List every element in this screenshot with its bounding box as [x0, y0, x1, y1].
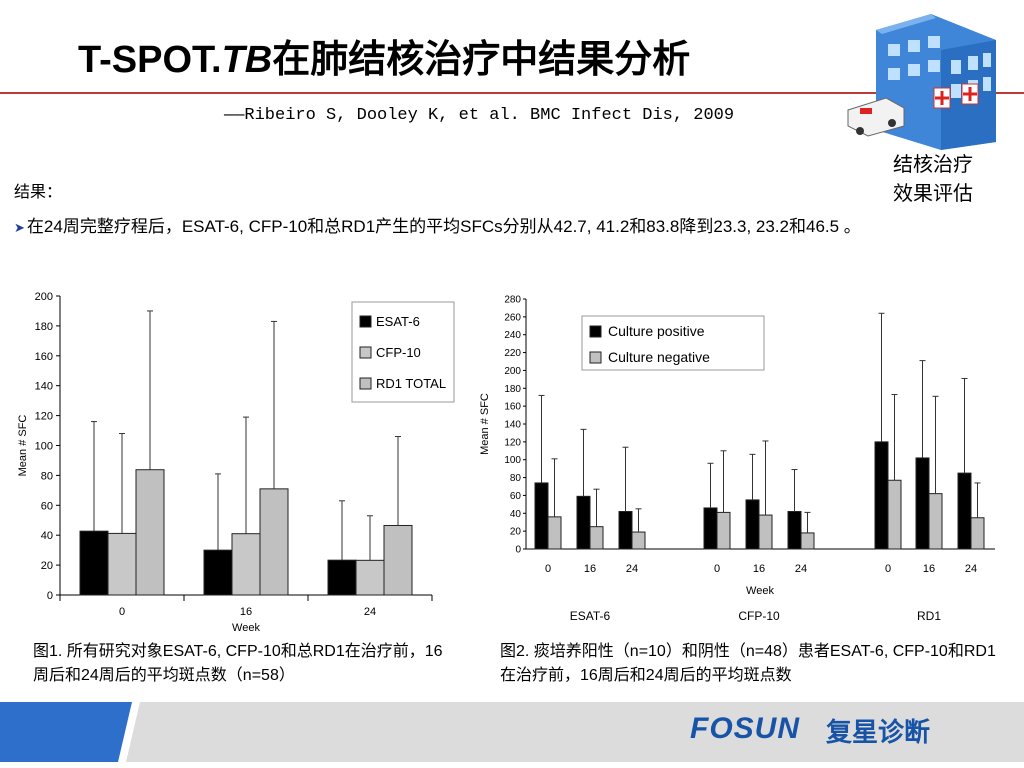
bar [758, 514, 773, 550]
y-tick-label: 0 [47, 590, 53, 602]
bar [231, 533, 261, 596]
bar [745, 499, 760, 550]
y-tick-label: 220 [504, 348, 521, 359]
bar [327, 559, 357, 596]
bullet-text: 在24周完整疗程后，ESAT-6, CFP-10和总RD1产生的平均SFCs分别… [26, 217, 861, 236]
bullet-arrow-icon: ➤ [14, 220, 25, 235]
bar [887, 479, 902, 550]
bar [928, 493, 943, 550]
group-label: CFP-10 [738, 609, 780, 623]
brand-logo: FOSUN [690, 712, 800, 745]
y-axis-label: Mean # SFC [479, 393, 491, 455]
legend-swatch [359, 377, 372, 390]
y-tick-label: 20 [510, 527, 522, 538]
y-tick-label: 240 [504, 330, 521, 341]
hospital-caption: 结核治疗 效果评估 [893, 152, 973, 205]
legend-label: ESAT-6 [376, 314, 420, 329]
y-tick-label: 100 [35, 441, 53, 453]
result-bullet: ➤ 在24周完整疗程后，ESAT-6, CFP-10和总RD1产生的平均SFCs分… [14, 214, 1010, 241]
bar [534, 482, 549, 550]
bar [957, 472, 972, 550]
bar [547, 516, 562, 550]
bar [631, 531, 646, 550]
x-axis-label: Week [232, 622, 260, 634]
x-tick-label: 24 [626, 563, 638, 575]
y-tick-label: 0 [515, 545, 521, 556]
legend-swatch [589, 325, 602, 338]
bar [576, 495, 591, 550]
bar [79, 530, 109, 596]
y-axis-label: Mean # SFC [17, 415, 29, 477]
x-tick-label: 0 [885, 563, 891, 575]
legend-swatch [589, 351, 602, 364]
y-tick-label: 180 [35, 321, 53, 333]
x-axis-label: Week [746, 585, 774, 597]
chart-culture-status: 0204060801001201401601802002202402602800… [479, 295, 995, 623]
x-tick-label: 16 [753, 563, 765, 575]
y-tick-label: 160 [504, 402, 521, 413]
bar [800, 532, 815, 550]
group-label: RD1 [917, 609, 941, 623]
legend-swatch [359, 315, 372, 328]
y-tick-label: 60 [41, 500, 53, 512]
y-tick-label: 80 [41, 470, 53, 482]
bar [383, 524, 413, 596]
bar [203, 549, 233, 596]
bar [703, 507, 718, 550]
reference-citation: ——Ribeiro S, Dooley K, et al. BMC Infect… [224, 106, 735, 125]
x-tick-label: 0 [119, 606, 125, 618]
bar [107, 532, 137, 596]
x-tick-label: 24 [364, 606, 376, 618]
x-tick-label: 0 [714, 563, 720, 575]
legend-label: RD1 TOTAL [376, 376, 446, 391]
y-tick-label: 60 [510, 491, 522, 502]
title-divider [0, 92, 1024, 94]
legend-label: Culture negative [608, 349, 710, 365]
x-tick-label: 24 [965, 563, 977, 575]
y-tick-label: 260 [504, 312, 521, 323]
figure1-caption: 图1. 所有研究对象ESAT-6, CFP-10和总RD1在治疗前，16周后和2… [33, 643, 443, 684]
x-tick-label: 24 [795, 563, 807, 575]
page-title: T-SPOT.TB在肺结核治疗中结果分析 [78, 39, 691, 81]
brand-logo-cn: 复星诊断 [826, 718, 931, 748]
y-tick-label: 160 [35, 351, 53, 363]
legend-label: Culture positive [608, 323, 705, 339]
bar [970, 517, 985, 550]
y-tick-label: 120 [35, 411, 53, 423]
chart-all-subjects: 0 20 40 60 80 100 120 140 160 180 200 0 16 24 Week Mean… [17, 291, 455, 634]
y-tick-label: 180 [504, 384, 521, 395]
group-label: ESAT-6 [570, 609, 611, 623]
bar [874, 441, 889, 550]
y-tick-label: 120 [504, 437, 521, 448]
y-tick-label: 200 [504, 366, 521, 377]
y-tick-label: 40 [510, 509, 522, 520]
y-tick-label: 80 [510, 473, 522, 484]
y-tick-label: 40 [41, 530, 53, 542]
bar [135, 469, 165, 596]
results-heading: 结果： [14, 182, 63, 201]
y-tick-label: 140 [35, 381, 53, 393]
bar [589, 526, 604, 550]
figure2-caption: 图2. 痰培养阳性（n=10）和阴性（n=48）患者ESAT-6, CFP-10… [500, 643, 996, 684]
y-tick-label: 140 [504, 420, 521, 431]
legend-label: CFP-10 [376, 345, 421, 360]
bar [716, 511, 731, 550]
bar [259, 488, 289, 596]
hospital-icon [847, 14, 996, 150]
legend-swatch [359, 346, 372, 359]
legend-box [581, 315, 765, 371]
x-tick-label: 16 [584, 563, 596, 575]
x-tick-label: 16 [240, 606, 252, 618]
y-tick-label: 20 [41, 560, 53, 572]
y-tick-label: 200 [35, 291, 53, 303]
x-tick-label: 0 [545, 563, 551, 575]
bar [355, 559, 385, 596]
x-tick-label: 16 [923, 563, 935, 575]
bar [915, 457, 930, 550]
bar [618, 511, 633, 550]
bar [787, 511, 802, 550]
y-tick-label: 100 [504, 455, 521, 466]
y-tick-label: 280 [504, 295, 521, 306]
footer-band [0, 702, 1024, 762]
